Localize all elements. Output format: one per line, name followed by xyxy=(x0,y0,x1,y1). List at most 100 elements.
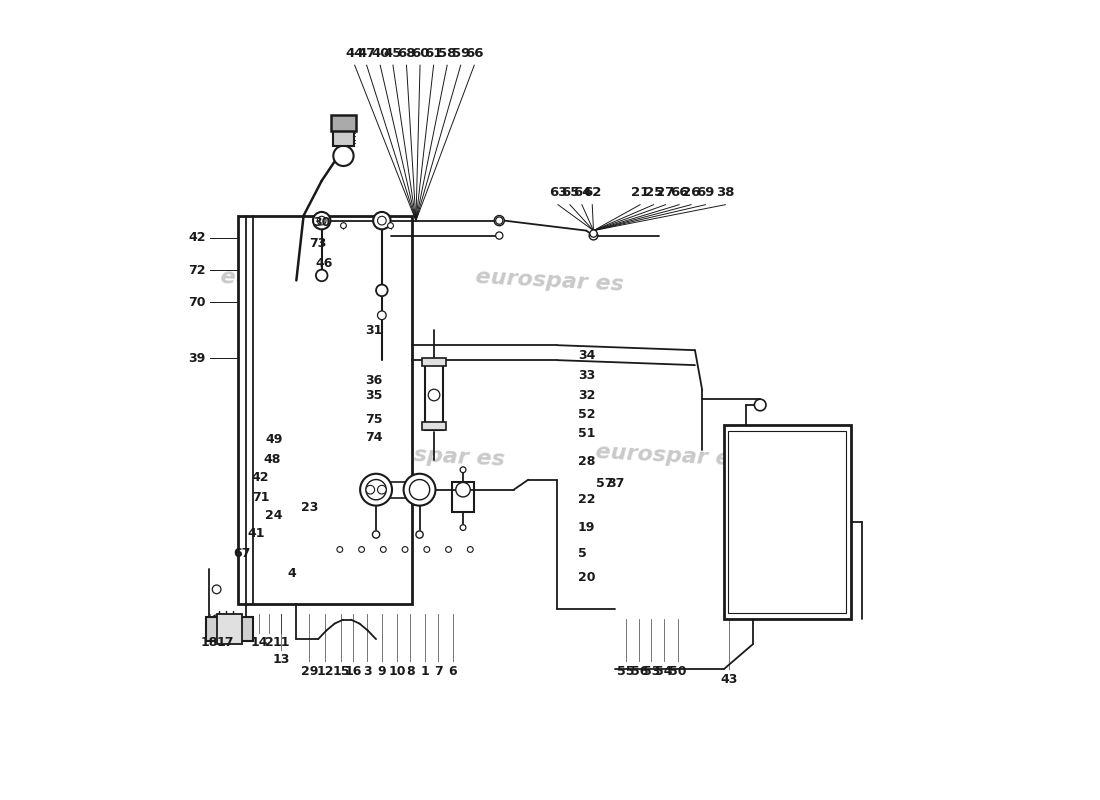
Text: 24: 24 xyxy=(265,509,283,522)
Text: 31: 31 xyxy=(365,324,383,337)
Text: 47: 47 xyxy=(358,46,376,60)
Text: 27: 27 xyxy=(657,186,674,199)
Circle shape xyxy=(590,230,597,238)
Circle shape xyxy=(381,546,386,552)
Text: 42: 42 xyxy=(188,231,206,244)
Text: 75: 75 xyxy=(365,414,383,426)
Text: 54: 54 xyxy=(656,665,673,678)
Text: 33: 33 xyxy=(578,369,595,382)
Text: 9: 9 xyxy=(377,665,386,678)
Text: 20: 20 xyxy=(578,571,595,584)
Text: 23: 23 xyxy=(301,501,319,514)
Text: 3: 3 xyxy=(363,665,372,678)
Text: 66: 66 xyxy=(465,46,484,60)
Text: 38: 38 xyxy=(716,186,735,199)
Text: 29: 29 xyxy=(300,665,318,678)
Circle shape xyxy=(377,311,386,320)
Text: 21: 21 xyxy=(631,186,649,199)
Circle shape xyxy=(377,486,386,494)
Text: 63: 63 xyxy=(549,186,568,199)
Text: 1: 1 xyxy=(420,665,429,678)
Bar xyxy=(217,614,242,644)
Text: 34: 34 xyxy=(578,349,595,362)
Bar xyxy=(728,431,846,614)
Text: 25: 25 xyxy=(645,186,663,199)
Text: 46: 46 xyxy=(316,257,333,270)
Circle shape xyxy=(373,212,390,230)
Text: 37: 37 xyxy=(607,478,625,490)
Text: 35: 35 xyxy=(365,389,383,402)
Text: 6: 6 xyxy=(449,665,458,678)
Text: 22: 22 xyxy=(578,493,595,506)
Text: 4: 4 xyxy=(288,567,297,580)
Text: 13: 13 xyxy=(273,653,290,666)
Bar xyxy=(422,422,446,430)
Text: 42: 42 xyxy=(252,471,270,484)
Circle shape xyxy=(416,531,424,538)
Text: 39: 39 xyxy=(188,352,206,365)
Circle shape xyxy=(460,467,466,473)
Text: 61: 61 xyxy=(425,46,443,60)
Text: 36: 36 xyxy=(365,374,383,386)
Text: eurospar es: eurospar es xyxy=(595,442,745,470)
Bar xyxy=(452,482,474,512)
Text: 19: 19 xyxy=(578,521,595,534)
Circle shape xyxy=(387,222,394,229)
Text: 5: 5 xyxy=(578,547,586,560)
Circle shape xyxy=(337,546,343,552)
Circle shape xyxy=(403,546,408,552)
Text: 57: 57 xyxy=(596,478,614,490)
Text: 43: 43 xyxy=(720,673,738,686)
Circle shape xyxy=(373,531,380,538)
Circle shape xyxy=(212,585,221,594)
Bar xyxy=(331,115,355,131)
Circle shape xyxy=(341,222,346,229)
Text: 14: 14 xyxy=(251,636,267,649)
Text: 28: 28 xyxy=(578,455,595,468)
Text: 68: 68 xyxy=(397,46,416,60)
Circle shape xyxy=(366,479,386,500)
Text: 2: 2 xyxy=(265,636,274,649)
Bar xyxy=(425,360,443,430)
Text: 70: 70 xyxy=(188,296,206,309)
Text: 59: 59 xyxy=(452,46,470,60)
Circle shape xyxy=(428,390,440,401)
Text: 44: 44 xyxy=(345,46,364,60)
Circle shape xyxy=(409,479,430,500)
Text: eurospar es: eurospar es xyxy=(355,442,505,470)
Text: 71: 71 xyxy=(252,491,270,504)
Circle shape xyxy=(590,231,597,240)
Circle shape xyxy=(359,546,364,552)
Circle shape xyxy=(496,232,503,239)
Circle shape xyxy=(404,474,436,506)
Circle shape xyxy=(496,217,503,224)
Text: 60: 60 xyxy=(410,46,429,60)
Text: 74: 74 xyxy=(365,431,383,444)
Text: 17: 17 xyxy=(217,636,234,649)
Text: 10: 10 xyxy=(388,665,406,678)
Circle shape xyxy=(360,474,392,506)
Text: 51: 51 xyxy=(578,427,595,440)
Text: 67: 67 xyxy=(233,547,251,560)
Text: 7: 7 xyxy=(434,665,443,678)
Bar xyxy=(332,128,354,146)
Bar xyxy=(365,482,430,498)
Text: 12: 12 xyxy=(317,665,334,678)
Text: 73: 73 xyxy=(309,237,327,250)
Circle shape xyxy=(366,486,375,494)
Bar xyxy=(724,425,850,619)
Text: 58: 58 xyxy=(438,46,456,60)
Text: eurospar es: eurospar es xyxy=(220,266,370,294)
Text: 11: 11 xyxy=(273,636,290,649)
Circle shape xyxy=(377,216,386,225)
Circle shape xyxy=(468,546,473,552)
Circle shape xyxy=(755,399,766,410)
Circle shape xyxy=(376,285,387,296)
Bar xyxy=(239,216,412,604)
Text: 69: 69 xyxy=(696,186,715,199)
Text: 66: 66 xyxy=(670,186,689,199)
Text: 48: 48 xyxy=(263,454,280,466)
Text: 65: 65 xyxy=(561,186,579,199)
Text: 26: 26 xyxy=(682,186,701,199)
Text: 49: 49 xyxy=(265,434,283,446)
